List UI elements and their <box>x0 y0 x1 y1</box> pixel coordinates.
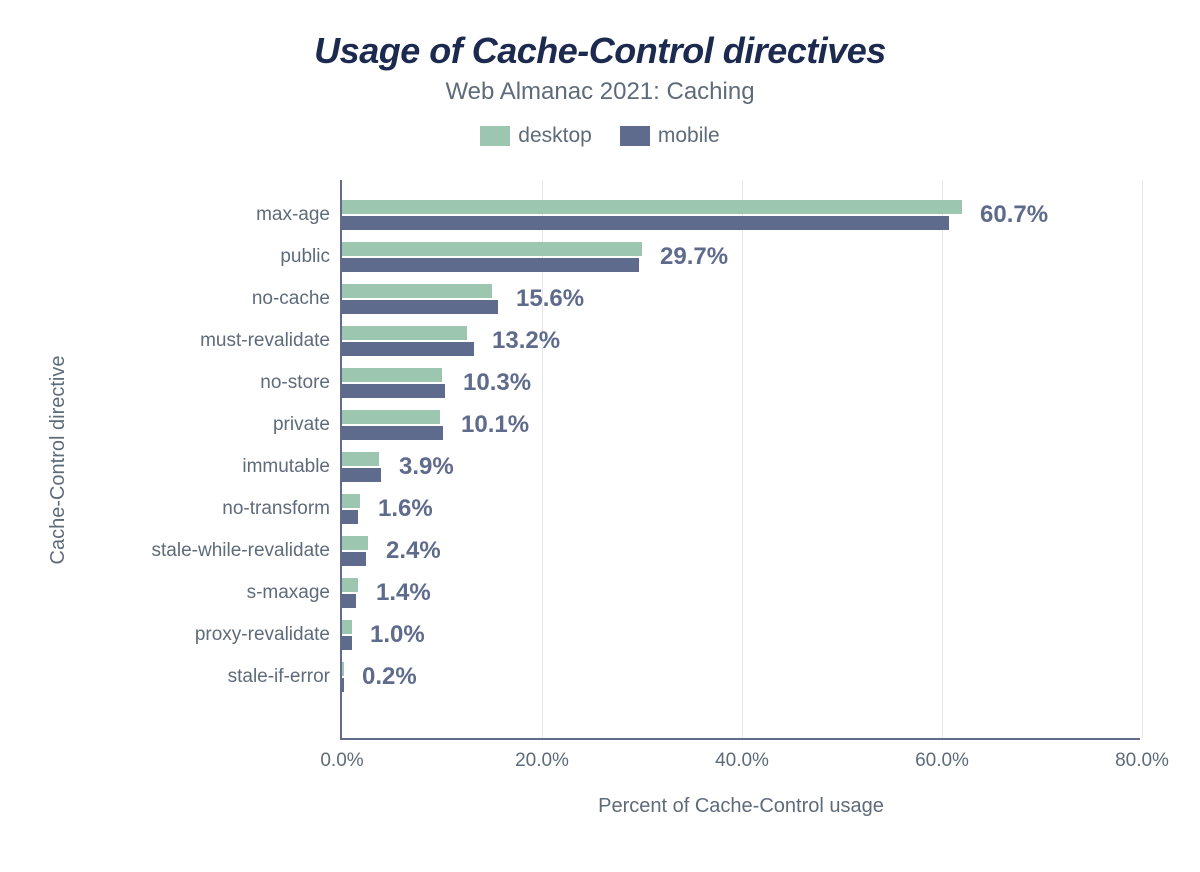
legend-swatch-desktop <box>480 126 510 146</box>
category-label: public <box>280 246 330 268</box>
legend: desktop mobile <box>40 124 1160 148</box>
category-label: private <box>273 414 330 436</box>
bar-mobile <box>342 300 498 314</box>
category-label: s-maxage <box>247 582 330 604</box>
legend-item-mobile: mobile <box>620 124 720 148</box>
bar-desktop <box>342 200 962 214</box>
x-axis-label: Percent of Cache-Control usage <box>598 795 884 818</box>
chart-title: Usage of Cache-Control directives <box>40 30 1160 72</box>
bar-desktop <box>342 578 358 592</box>
gridline <box>742 180 743 738</box>
bar-mobile <box>342 678 344 692</box>
category-label: immutable <box>242 456 330 478</box>
legend-item-desktop: desktop <box>480 124 592 148</box>
value-label: 15.6% <box>516 285 584 313</box>
bar-desktop <box>342 326 467 340</box>
category-label: proxy-revalidate <box>195 624 330 646</box>
bar-mobile <box>342 552 366 566</box>
chart-subtitle: Web Almanac 2021: Caching <box>40 78 1160 106</box>
value-label: 1.4% <box>376 579 431 607</box>
chart-container: Usage of Cache-Control directives Web Al… <box>0 0 1200 872</box>
bar-desktop <box>342 620 352 634</box>
value-label: 13.2% <box>492 327 560 355</box>
value-label: 60.7% <box>980 201 1048 229</box>
legend-swatch-mobile <box>620 126 650 146</box>
x-tick-label: 0.0% <box>320 750 363 772</box>
bar-mobile <box>342 468 381 482</box>
bar-desktop <box>342 536 368 550</box>
category-label: no-store <box>260 372 330 394</box>
bar-mobile <box>342 342 474 356</box>
value-label: 1.0% <box>370 621 425 649</box>
bar-mobile <box>342 216 949 230</box>
x-tick-label: 60.0% <box>915 750 969 772</box>
category-label: max-age <box>256 204 330 226</box>
value-label: 29.7% <box>660 243 728 271</box>
value-label: 10.3% <box>463 369 531 397</box>
value-label: 1.6% <box>378 495 433 523</box>
value-label: 2.4% <box>386 537 441 565</box>
category-label: stale-if-error <box>228 666 330 688</box>
bar-desktop <box>342 452 379 466</box>
plot-area: Cache-Control directive Percent of Cache… <box>340 180 1140 740</box>
bar-desktop <box>342 284 492 298</box>
value-label: 3.9% <box>399 453 454 481</box>
category-label: stale-while-revalidate <box>152 540 330 562</box>
category-label: must-revalidate <box>200 330 330 352</box>
bar-mobile <box>342 384 445 398</box>
category-label: no-transform <box>222 498 330 520</box>
x-tick-label: 80.0% <box>1115 750 1169 772</box>
value-label: 10.1% <box>461 411 529 439</box>
category-label: no-cache <box>252 288 330 310</box>
bar-mobile <box>342 510 358 524</box>
bar-mobile <box>342 636 352 650</box>
y-axis-label: Cache-Control directive <box>47 356 70 565</box>
legend-label: desktop <box>518 124 592 148</box>
x-tick-label: 40.0% <box>715 750 769 772</box>
bar-desktop <box>342 242 642 256</box>
bar-desktop <box>342 494 360 508</box>
value-label: 0.2% <box>362 663 417 691</box>
gridline <box>942 180 943 738</box>
bar-mobile <box>342 594 356 608</box>
legend-label: mobile <box>658 124 720 148</box>
gridline <box>1142 180 1143 738</box>
x-tick-label: 20.0% <box>515 750 569 772</box>
bar-desktop <box>342 368 442 382</box>
bar-mobile <box>342 426 443 440</box>
bar-desktop <box>342 662 344 676</box>
bar-mobile <box>342 258 639 272</box>
bar-desktop <box>342 410 440 424</box>
